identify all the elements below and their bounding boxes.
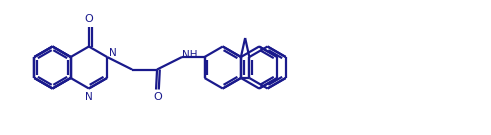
Text: NH: NH [182, 50, 198, 60]
Text: N: N [85, 92, 93, 102]
Text: O: O [153, 92, 162, 102]
Text: N: N [109, 48, 116, 58]
Text: O: O [84, 14, 93, 24]
